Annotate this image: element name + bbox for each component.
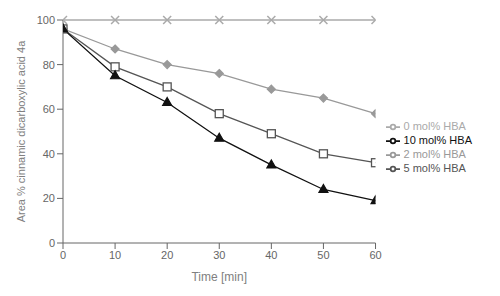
svg-text:10: 10: [109, 249, 121, 261]
svg-text:60: 60: [43, 103, 55, 115]
html-text:2 mol% HBA: 2 mol% HBA: [403, 148, 466, 160]
html-text:5 mol% HBA: 5 mol% HBA: [403, 162, 466, 175]
svg-text:40: 40: [43, 148, 55, 160]
html-text:10 mol% HBA: 10 mol% HBA: [403, 133, 472, 146]
svg-text:Time [min]: Time [min]: [191, 270, 247, 284]
html-text:0 mol% HBA: 0 mol% HBA: [403, 119, 466, 132]
svg-text:0: 0: [60, 249, 66, 261]
svg-text:80: 80: [43, 59, 55, 71]
svg-text:20: 20: [43, 192, 55, 204]
svg-text:20: 20: [161, 249, 173, 261]
svg-text:50: 50: [317, 249, 329, 261]
svg-text:30: 30: [213, 249, 225, 261]
svg-text:100: 100: [37, 14, 55, 26]
svg-text:0: 0: [49, 237, 55, 249]
svg-text:40: 40: [265, 249, 277, 261]
svg-text:Area % cinnamic dicarboxylic a: Area % cinnamic dicarboxylic acid 4a: [15, 40, 27, 222]
svg-text:60: 60: [369, 249, 381, 261]
